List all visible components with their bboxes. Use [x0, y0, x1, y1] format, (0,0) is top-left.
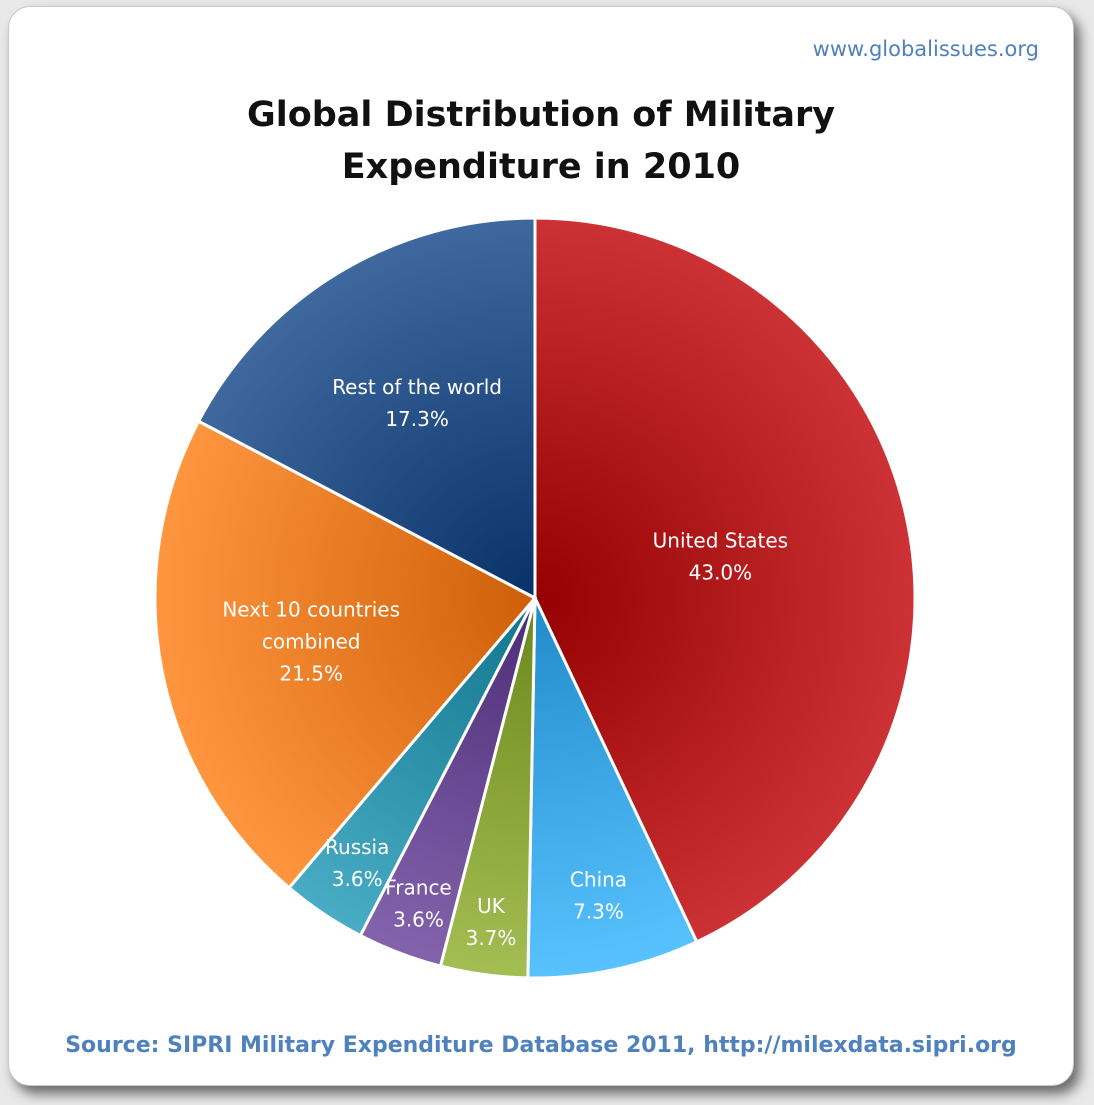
pie-value-label: 21.5% — [279, 661, 343, 685]
pie-value-label: 43.0% — [689, 561, 753, 585]
chart-card: www.globalissues.org Global Distribution… — [8, 6, 1074, 1086]
pie-category-label: United States — [653, 529, 788, 553]
pie-value-label: 3.6% — [393, 907, 444, 931]
pie-label-united-states: United States 43.0% — [653, 529, 788, 585]
pie-chart: United States 43.0%China 7.3%UK 3.7%France 3… — [153, 216, 917, 980]
pie-category-label: China — [570, 867, 627, 891]
pie-value-label: 3.6% — [332, 867, 383, 891]
pie-slice-china — [526, 597, 699, 980]
pie-value-label: 7.3% — [573, 899, 624, 923]
pie-category-label: combined — [262, 629, 361, 653]
pie-label-russia: Russia 3.6% — [325, 835, 389, 891]
pie-slice-next-10-countries-combined — [153, 419, 538, 890]
pie-label-china: China 7.3% — [570, 867, 627, 923]
chart-title-line-1: Global Distribution of Military — [246, 95, 836, 135]
pie-category-label: France — [385, 875, 452, 899]
pie-slice-united-states — [533, 216, 917, 944]
pie-label-next-10-countries-combined: Next 10 countries combined 21.5% — [222, 597, 400, 685]
chart-title-line-2: Expenditure in 2010 — [341, 147, 741, 187]
pie-slices — [153, 216, 917, 980]
pie-category-label: Russia — [325, 835, 389, 859]
pie-labels: United States 43.0%China 7.3%UK 3.7%France 3… — [222, 375, 788, 950]
chart-title: Global Distribution of Military Expendit… — [9, 89, 1073, 193]
source-note: Source: SIPRI Military Expenditure Datab… — [65, 1033, 1017, 1058]
pie-category-label: Rest of the world — [332, 375, 502, 399]
pie-value-label: 3.7% — [466, 926, 517, 950]
pie-label-france: France 3.6% — [385, 875, 452, 931]
pie-value-label: 17.3% — [385, 407, 449, 431]
pie-category-label: Next 10 countries — [222, 597, 400, 621]
pie-category-label: UK — [477, 894, 506, 918]
pie-label-rest-of-the-world: Rest of the world 17.3% — [332, 375, 502, 431]
pie-slice-rest-of-the-world — [196, 216, 537, 601]
watermark-url: www.globalissues.org — [812, 37, 1039, 61]
pie-label-uk: UK 3.7% — [466, 894, 517, 950]
